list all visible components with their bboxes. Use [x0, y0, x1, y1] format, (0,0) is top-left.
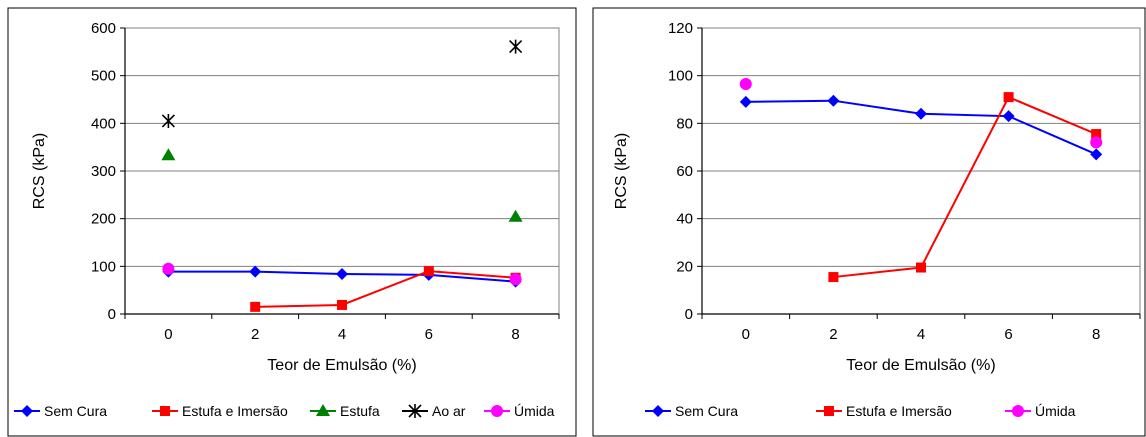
chart1-data-point — [250, 301, 261, 312]
chart1-y-tick-label: 200 — [91, 211, 116, 228]
chart2-data-point — [739, 78, 752, 91]
chart2-legend-marker — [652, 405, 664, 417]
chart1-series-line — [255, 270, 516, 308]
chart1-legend-marker — [316, 404, 330, 416]
chart1-legend-marker — [408, 404, 422, 418]
chart1-series-2 — [161, 148, 523, 222]
chart2-y-tick-label: 60 — [676, 163, 693, 180]
chart1-y-tick-label: 100 — [91, 258, 116, 275]
chart2-series-1 — [828, 92, 1102, 283]
chart1-legend-label: Estufa e Imersão — [182, 403, 288, 419]
chart1-data-point — [161, 148, 176, 161]
chart2-x-tick-label: 4 — [917, 326, 925, 343]
chart2-legend-label: Sem Cura — [675, 403, 738, 419]
chart2-legend-marker — [824, 406, 834, 416]
chart-right-svg: 0 20 40 60 80 100 120 0 2 4 6 8 Teor de Emulsão (%) R… — [592, 7, 1146, 437]
chart1-series-4 — [162, 262, 522, 286]
chart-left-svg: 0 100 200 300 400 500 600 0 2 4 6 8 Teor de Emulsão … — [7, 7, 577, 437]
chart2-data-point — [1091, 129, 1102, 140]
chart2-y-tick-label: 100 — [668, 68, 693, 85]
chart2-data-point — [1090, 148, 1103, 161]
chart1-x-tick-label: 6 — [425, 326, 433, 343]
chart1-frame — [7, 7, 577, 437]
chart1-data-point — [336, 267, 348, 280]
chart1-x-tick-label: 0 — [164, 326, 172, 343]
chart1-data-point — [508, 209, 523, 222]
chart1-x-axis-title: Teor de Emulsão (%) — [267, 357, 416, 374]
chart2-series-line — [833, 95, 1097, 279]
chart2-series-2 — [739, 78, 1103, 149]
chart2-data-point — [1090, 136, 1103, 149]
chart1-y-tick-label: 500 — [91, 68, 116, 85]
chart1-legend-label: Sem Cura — [44, 403, 107, 419]
chart2-x-tick-label: 6 — [1004, 326, 1012, 343]
chart1-x-tick-label: 4 — [338, 326, 346, 343]
chart2-data-point — [1003, 92, 1014, 103]
chart1-data-point — [509, 39, 523, 54]
chart2-y-tick-label: 120 — [668, 20, 693, 37]
chart2-y-axis-title: RCS (kPa) — [613, 133, 630, 209]
chart2-legend-label: Úmida — [1035, 403, 1076, 419]
chart1-legend-marker — [21, 405, 33, 417]
chart1-y-tick-label: 300 — [91, 163, 116, 180]
chart1-y-axis-title: RCS (kPa) — [31, 133, 48, 209]
chart1-legend-label: Úmida — [514, 403, 555, 419]
chart2-y-tick-label: 0 — [685, 306, 693, 323]
chart1-data-point — [162, 262, 175, 275]
chart1-series-3 — [161, 39, 523, 128]
chart1-legend-marker — [160, 406, 170, 416]
chart1-x-tick-label: 2 — [251, 326, 259, 343]
chart2-x-tick-label: 0 — [742, 326, 750, 343]
chart2-y-tick-label: 40 — [676, 211, 693, 228]
chart1-legend-label: Estufa — [340, 403, 380, 419]
chart1-x-tick-label: 8 — [511, 326, 519, 343]
chart1-data-point — [249, 265, 262, 278]
chart1-data-point — [423, 266, 434, 277]
chart2-x-tick-label: 2 — [829, 326, 837, 343]
chart1-y-tick-label: 0 — [108, 306, 116, 323]
chart1-y-tick-label: 400 — [91, 115, 116, 132]
chart2-data-point — [828, 272, 839, 283]
chart1-legend-label: Ao ar — [432, 403, 466, 419]
chart2-data-point — [827, 94, 840, 107]
chart2-y-tick-label: 80 — [676, 115, 693, 132]
chart1-y-tick-label: 600 — [91, 20, 116, 37]
chart2-frame — [592, 7, 1146, 437]
chart2-series-0 — [739, 94, 1103, 161]
chart1-data-point — [161, 113, 175, 128]
chart2-legend: Sem Cura Estufa e Imersão Úmida — [645, 403, 1076, 419]
chart2-y-tick-label: 20 — [676, 258, 693, 275]
chart2-data-point — [1002, 110, 1015, 123]
chart1-data-point — [509, 273, 522, 286]
chart2-legend-marker — [1012, 405, 1024, 417]
chart-left: 0 100 200 300 400 500 600 0 2 4 6 8 Teor de Emulsão … — [7, 7, 577, 437]
chart1-data-point — [337, 299, 347, 310]
chart1-legend-marker — [491, 405, 503, 417]
chart2-x-tick-label: 8 — [1092, 326, 1100, 343]
chart2-data-point — [916, 262, 926, 273]
chart1-legend: Sem Cura Estufa e Imersão Estufa Ao ar Úmida — [14, 403, 555, 419]
chart2-data-point — [739, 95, 752, 108]
chart2-data-point — [915, 107, 927, 120]
chart-right: 0 20 40 60 80 100 120 0 2 4 6 8 Teor de Emulsão (%) R… — [592, 0, 1146, 437]
chart2-x-axis-title: Teor de Emulsão (%) — [846, 357, 995, 374]
chart2-legend-label: Estufa e Imersão — [846, 403, 952, 419]
